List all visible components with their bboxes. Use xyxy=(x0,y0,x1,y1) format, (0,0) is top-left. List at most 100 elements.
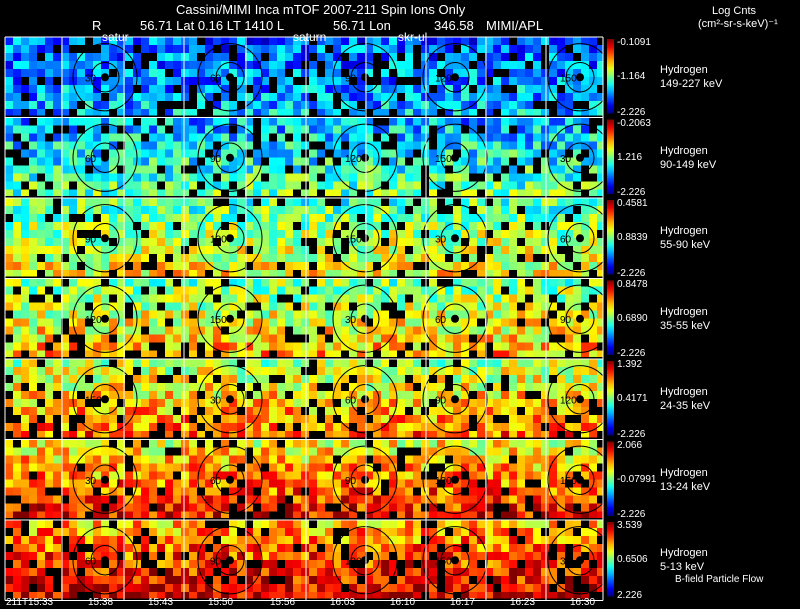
colorbar-mid-value: 0.8839 xyxy=(617,232,648,244)
contour-label: 60 xyxy=(560,234,572,245)
colorbar xyxy=(607,441,614,516)
colorbar xyxy=(607,200,614,275)
contour-label: 120 xyxy=(85,315,102,326)
pixel-mosaic xyxy=(5,37,603,599)
time-tick-label: 16:10 xyxy=(390,597,416,608)
time-tick-label: 15:38 xyxy=(88,597,114,608)
header-lon-value: 346.58 xyxy=(434,18,474,33)
contour-label: 60 xyxy=(85,154,97,165)
colorbar-min-value: -2.226 xyxy=(617,428,646,440)
contour-label: 120 xyxy=(345,556,362,567)
band-energy-label: 55-90 keV xyxy=(660,239,711,251)
contour-label: 120 xyxy=(435,476,452,487)
colorbar xyxy=(607,119,614,194)
overlay-label-skr: skr-ul xyxy=(398,30,428,44)
contour-label: 30 xyxy=(210,395,222,406)
band-species-label: Hydrogen xyxy=(660,305,708,318)
contour-label: 150 xyxy=(85,395,102,406)
contour-label: 30 xyxy=(85,476,97,487)
colorbar-max-value: 2.066 xyxy=(617,439,643,451)
contour-label: 60 xyxy=(85,556,97,567)
overlay-label-saturn: saturn xyxy=(293,30,327,44)
header-lat-lt-l: 56.71 Lat 0.16 LT 1410 L xyxy=(140,18,285,33)
contour-label: 90 xyxy=(435,395,447,406)
contour-label: 60 xyxy=(210,476,222,487)
colorbar-mid-value: 0.6890 xyxy=(617,312,648,324)
colorbar-min-value: -2.226 xyxy=(617,348,646,359)
colorbar-max-value: -0.2063 xyxy=(617,117,651,129)
colorbar-max-value: 0.4581 xyxy=(617,198,648,209)
contour-label: 150 xyxy=(345,234,362,245)
time-tick-label: 16:30 xyxy=(570,597,596,608)
band-energy-label: 90-149 keV xyxy=(660,158,717,171)
contour-label: 150 xyxy=(560,476,577,487)
time-tick-label: 15:50 xyxy=(208,597,234,608)
colorbar-mid-value: -0.07991 xyxy=(617,473,657,485)
band-species-label: Hydrogen xyxy=(660,225,708,237)
colorbar-min-value: -2.226 xyxy=(617,267,646,279)
header-r-label: R xyxy=(92,18,102,33)
time-tick-label: 15:56 xyxy=(270,597,296,608)
legend-units: (cm²-sr-s-keV)⁻¹ xyxy=(698,18,778,30)
colorbar-mid-value: -1.164 xyxy=(617,71,646,83)
colorbar xyxy=(607,39,614,114)
band-energy-label: 35-55 keV xyxy=(660,319,711,332)
time-tick-label: 16:23 xyxy=(510,597,536,608)
contour-label: 30 xyxy=(560,154,572,165)
contour-label: 150 xyxy=(560,73,577,84)
contour-label: 150 xyxy=(210,315,227,326)
band-energy-label: 13-24 keV xyxy=(660,480,711,493)
band-species-label: Hydrogen xyxy=(660,144,708,157)
flow-contours: 30 60 90 120 150 60 90 120 150 30 90 120 150 30 60 120 1… xyxy=(72,43,613,595)
contour-label: 120 xyxy=(210,234,227,245)
contour-label: 60 xyxy=(210,73,222,84)
contour-label: 30 xyxy=(345,315,357,326)
band-energy-label: 24-35 keV xyxy=(660,400,711,412)
time-tick-label: 16:17 xyxy=(450,597,476,608)
colorbar xyxy=(607,280,614,355)
band-species-label: Hydrogen xyxy=(660,547,708,559)
legend-footer: B-field Particle Flow xyxy=(675,574,764,585)
header-lon: 56.71 Lon xyxy=(333,18,391,33)
colorbar-max-value: 0.8478 xyxy=(617,278,648,290)
band-species-label: Hydrogen xyxy=(660,64,708,76)
time-tick-label: 211T15:33 xyxy=(6,597,54,608)
band-species-label: Hydrogen xyxy=(660,386,708,398)
contour-label: 150 xyxy=(435,154,452,165)
contour-label: 120 xyxy=(345,154,362,165)
overlay-label-satur: satur xyxy=(102,30,129,44)
time-tick-label: 15:43 xyxy=(148,597,174,608)
colorbar-max-value: 1.392 xyxy=(617,359,643,370)
colorbar xyxy=(607,522,614,597)
band-species-label: Hydrogen xyxy=(660,466,708,479)
colorbar-mid-value: 1.216 xyxy=(617,151,643,163)
contour-label: 120 xyxy=(560,395,577,406)
contour-label: 60 xyxy=(435,315,447,326)
contour-label: 90 xyxy=(345,73,357,84)
colorbar-min-value: 2.226 xyxy=(617,589,643,601)
colorbar-min-value: -2.226 xyxy=(617,187,646,198)
band-energy-label: 5-13 keV xyxy=(660,561,705,573)
contour-label: 90 xyxy=(560,315,572,326)
colorbar xyxy=(607,361,614,436)
header-credit: MIMI/APL xyxy=(486,18,544,33)
contour-label: 90 xyxy=(210,154,222,165)
contour-label: 60 xyxy=(345,395,357,406)
panel-grid-lines xyxy=(4,36,604,601)
time-tick-label: 16:03 xyxy=(330,597,356,608)
contour-label: 30 xyxy=(435,234,447,245)
plot-title: Cassini/MIMI Inca mTOF 2007-211 Spin Ion… xyxy=(176,2,466,17)
colorbar-mid-value: 0.4171 xyxy=(617,393,648,405)
contour-label: 30 xyxy=(560,556,572,567)
contour-label: 30 xyxy=(85,73,97,84)
contour-label: 90 xyxy=(85,234,97,245)
colorbar-min-value: -2.226 xyxy=(617,106,646,118)
colorbar-max-value: -0.1091 xyxy=(617,37,651,48)
colorbar-mid-value: 0.6506 xyxy=(617,554,648,566)
contour-label: 90 xyxy=(345,476,357,487)
contour-label: 150 xyxy=(435,556,452,567)
contour-label: 120 xyxy=(435,73,452,84)
colorbar-max-value: 3.539 xyxy=(617,520,643,531)
